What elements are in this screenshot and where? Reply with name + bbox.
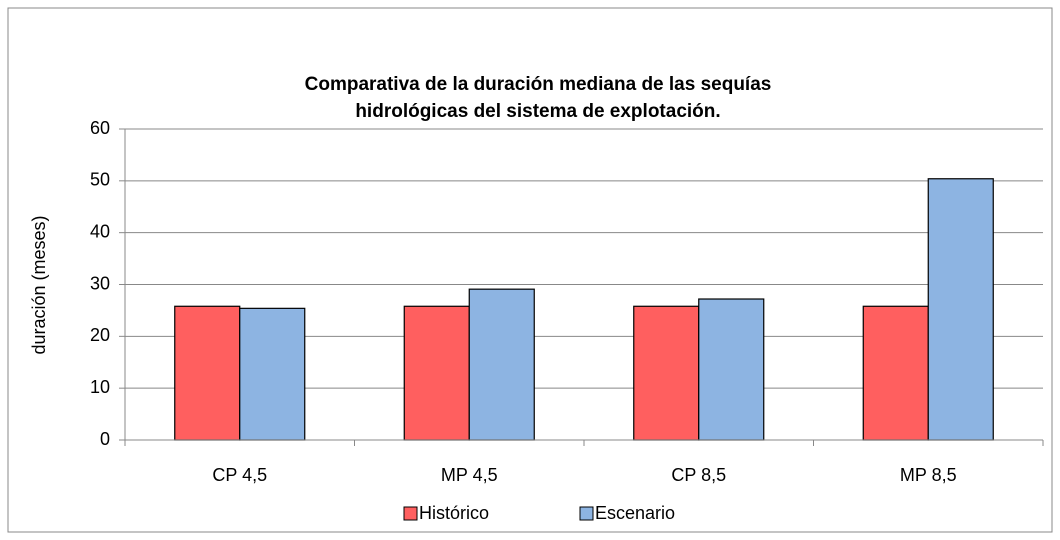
bar (174, 305, 241, 441)
chart-title: Comparativa de la duración mediana de la… (305, 74, 772, 95)
legend-swatch (403, 506, 418, 521)
x-tick-label: MP 4,5 (441, 465, 498, 485)
y-tick-label: 10 (90, 377, 110, 397)
bar (403, 305, 470, 441)
bar (862, 305, 929, 441)
legend-swatch (579, 506, 594, 521)
x-tick-label: MP 8,5 (900, 465, 957, 485)
y-tick-label: 0 (100, 429, 110, 449)
y-tick-label: 50 (90, 170, 110, 190)
y-tick-label: 30 (90, 273, 110, 293)
y-axis-label: duración (meses) (29, 215, 49, 354)
chart-title: hidrológicas del sistema de explotación. (355, 101, 720, 122)
bar (239, 307, 306, 441)
y-tick-label: 60 (90, 118, 110, 138)
legend-label: Escenario (595, 503, 675, 523)
legend-label: Histórico (419, 503, 489, 523)
chart-frame (7, 7, 1053, 533)
bar (698, 298, 765, 441)
x-tick-label: CP 8,5 (671, 465, 726, 485)
bar (633, 305, 700, 441)
y-tick-label: 20 (90, 325, 110, 345)
y-tick-label: 40 (90, 221, 110, 241)
x-tick-label: CP 4,5 (212, 465, 267, 485)
bar (927, 178, 994, 441)
bar (468, 288, 535, 441)
